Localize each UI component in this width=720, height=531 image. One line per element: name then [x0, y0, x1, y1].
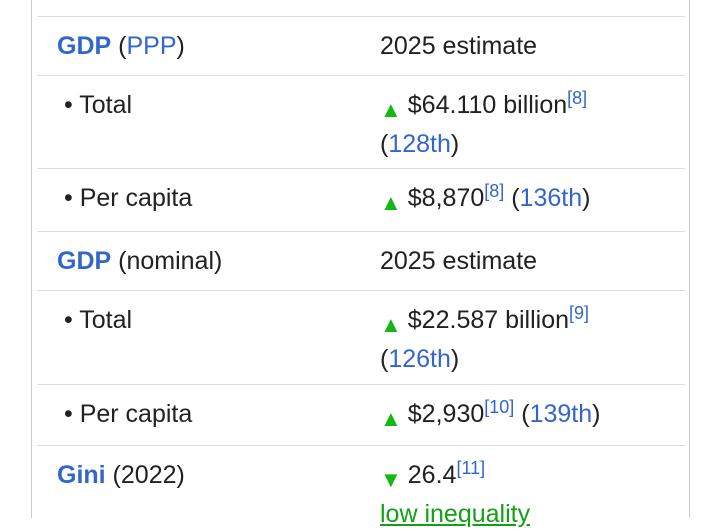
- text: • Total: [64, 91, 133, 119]
- row-label: • Per capita: [64, 181, 192, 215]
- row-value: 2025 estimate: [380, 244, 537, 278]
- value-line: ▲ $22.587 billion[9]: [380, 303, 589, 342]
- sup-text[interactable]: [11]: [456, 458, 486, 478]
- text: (: [380, 345, 389, 373]
- text: 26.4: [407, 461, 457, 489]
- up-text: ▲: [380, 190, 402, 215]
- value-line: (128th): [380, 127, 587, 161]
- infobox-row: GDP (PPP) 2025 estimate: [37, 16, 685, 76]
- infobox-row: • Total ▲ $64.110 billion[8] (128th): [37, 75, 685, 169]
- infobox: GDP (PPP) 2025 estimate • Total ▲ $64.110 bi…: [31, 0, 690, 528]
- row-label: • Per capita: [64, 397, 192, 431]
- value-line: (126th): [380, 342, 589, 376]
- row-value: ▲ $2,930[10] (139th): [380, 397, 600, 436]
- value-line: ▲ $64.110 billion[8]: [380, 88, 587, 127]
- row-label: • Total: [64, 303, 132, 337]
- text: $64.110 billion: [407, 91, 568, 119]
- infobox-row: • Per capita ▲ $8,870[8] (136th): [37, 168, 685, 232]
- sup-text[interactable]: [9]: [569, 303, 590, 323]
- text: • Per capita: [64, 400, 193, 428]
- down-text: ▼: [380, 467, 402, 492]
- value-line: ▲ $8,870[8] (136th): [380, 181, 590, 220]
- link-text[interactable]: 139th: [529, 400, 593, 428]
- row-label: Gini (2022): [57, 458, 185, 492]
- text: 2025 estimate: [380, 247, 538, 275]
- text: (: [514, 400, 530, 428]
- text: (: [380, 130, 389, 158]
- infobox-row: GDP (nominal) 2025 estimate: [37, 231, 685, 291]
- bold-link-text[interactable]: GDP: [57, 247, 112, 275]
- text: ): [176, 32, 185, 60]
- up-text: ▲: [380, 312, 402, 337]
- row-label: GDP (nominal): [57, 244, 222, 278]
- value-line: 2025 estimate: [380, 244, 537, 278]
- text: $8,870: [407, 184, 485, 212]
- value-line: ▼ 26.4[11]: [380, 458, 530, 497]
- row-value: ▲ $22.587 billion[9] (126th): [380, 303, 589, 376]
- row-value: 2025 estimate: [380, 29, 537, 63]
- text: $22.587 billion: [407, 306, 570, 334]
- infobox-row: • Total ▲ $22.587 billion[9] (126th): [37, 290, 685, 385]
- sup-text[interactable]: [8]: [567, 88, 588, 108]
- infobox-row: Gini (2022) ▼ 26.4[11] low inequality: [37, 445, 685, 528]
- value-line: low inequality: [380, 497, 530, 531]
- text: $2,930: [407, 400, 485, 428]
- green-link-text[interactable]: low inequality: [380, 500, 531, 528]
- link-text[interactable]: 128th: [388, 130, 451, 158]
- text: (: [504, 184, 520, 212]
- up-text: ▲: [380, 97, 402, 122]
- infobox-row: • Per capita ▲ $2,930[10] (139th): [37, 384, 685, 446]
- row-value: ▼ 26.4[11] low inequality: [380, 458, 530, 531]
- up-text: ▲: [380, 406, 402, 431]
- text: • Total: [64, 306, 133, 334]
- link-text[interactable]: 126th: [388, 345, 451, 373]
- row-value: ▲ $64.110 billion[8] (128th): [380, 88, 587, 161]
- sup-text[interactable]: [10]: [484, 397, 515, 417]
- text: • Per capita: [64, 184, 193, 212]
- link-text[interactable]: 136th: [519, 184, 583, 212]
- sup-text[interactable]: [8]: [484, 181, 505, 201]
- text: ): [582, 184, 591, 212]
- row-label: GDP (PPP): [57, 29, 185, 63]
- row-label: • Total: [64, 88, 132, 122]
- bold-link-text[interactable]: Gini: [57, 461, 106, 489]
- text: ): [592, 400, 601, 428]
- text: ): [450, 345, 460, 373]
- bold-link-text[interactable]: GDP: [57, 32, 112, 60]
- text: (nominal): [111, 247, 223, 275]
- text: ): [450, 130, 460, 158]
- value-line: ▲ $2,930[10] (139th): [380, 397, 600, 436]
- text: 2025 estimate: [380, 32, 538, 60]
- text: (: [111, 32, 127, 60]
- link-text[interactable]: PPP: [126, 32, 177, 60]
- text: (2022): [105, 461, 185, 489]
- value-line: 2025 estimate: [380, 29, 537, 63]
- row-value: ▲ $8,870[8] (136th): [380, 181, 590, 220]
